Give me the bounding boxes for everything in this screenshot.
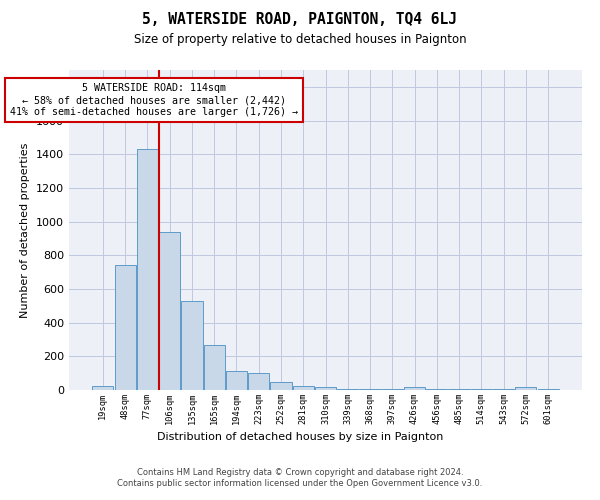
Bar: [471, 389, 492, 390]
Bar: [293, 386, 314, 390]
Y-axis label: Number of detached properties: Number of detached properties: [20, 142, 31, 318]
Bar: [248, 373, 269, 390]
Bar: [137, 149, 158, 390]
Bar: [271, 382, 292, 390]
Text: Distribution of detached houses by size in Paignton: Distribution of detached houses by size …: [157, 432, 443, 442]
Bar: [226, 372, 247, 390]
Bar: [92, 386, 113, 390]
Bar: [426, 389, 448, 390]
Bar: [203, 344, 225, 390]
Bar: [115, 266, 136, 390]
Bar: [493, 389, 514, 390]
Text: Size of property relative to detached houses in Paignton: Size of property relative to detached ho…: [134, 32, 466, 46]
Bar: [404, 388, 425, 390]
Bar: [337, 389, 358, 390]
Bar: [515, 388, 536, 390]
Bar: [315, 388, 336, 390]
Bar: [181, 300, 203, 390]
Bar: [382, 389, 403, 390]
Text: Contains HM Land Registry data © Crown copyright and database right 2024.
Contai: Contains HM Land Registry data © Crown c…: [118, 468, 482, 487]
Bar: [159, 232, 180, 390]
Bar: [359, 389, 380, 390]
Bar: [448, 389, 470, 390]
Text: 5, WATERSIDE ROAD, PAIGNTON, TQ4 6LJ: 5, WATERSIDE ROAD, PAIGNTON, TQ4 6LJ: [143, 12, 458, 28]
Bar: [538, 389, 559, 390]
Text: 5 WATERSIDE ROAD: 114sqm
← 58% of detached houses are smaller (2,442)
41% of sem: 5 WATERSIDE ROAD: 114sqm ← 58% of detach…: [10, 84, 298, 116]
